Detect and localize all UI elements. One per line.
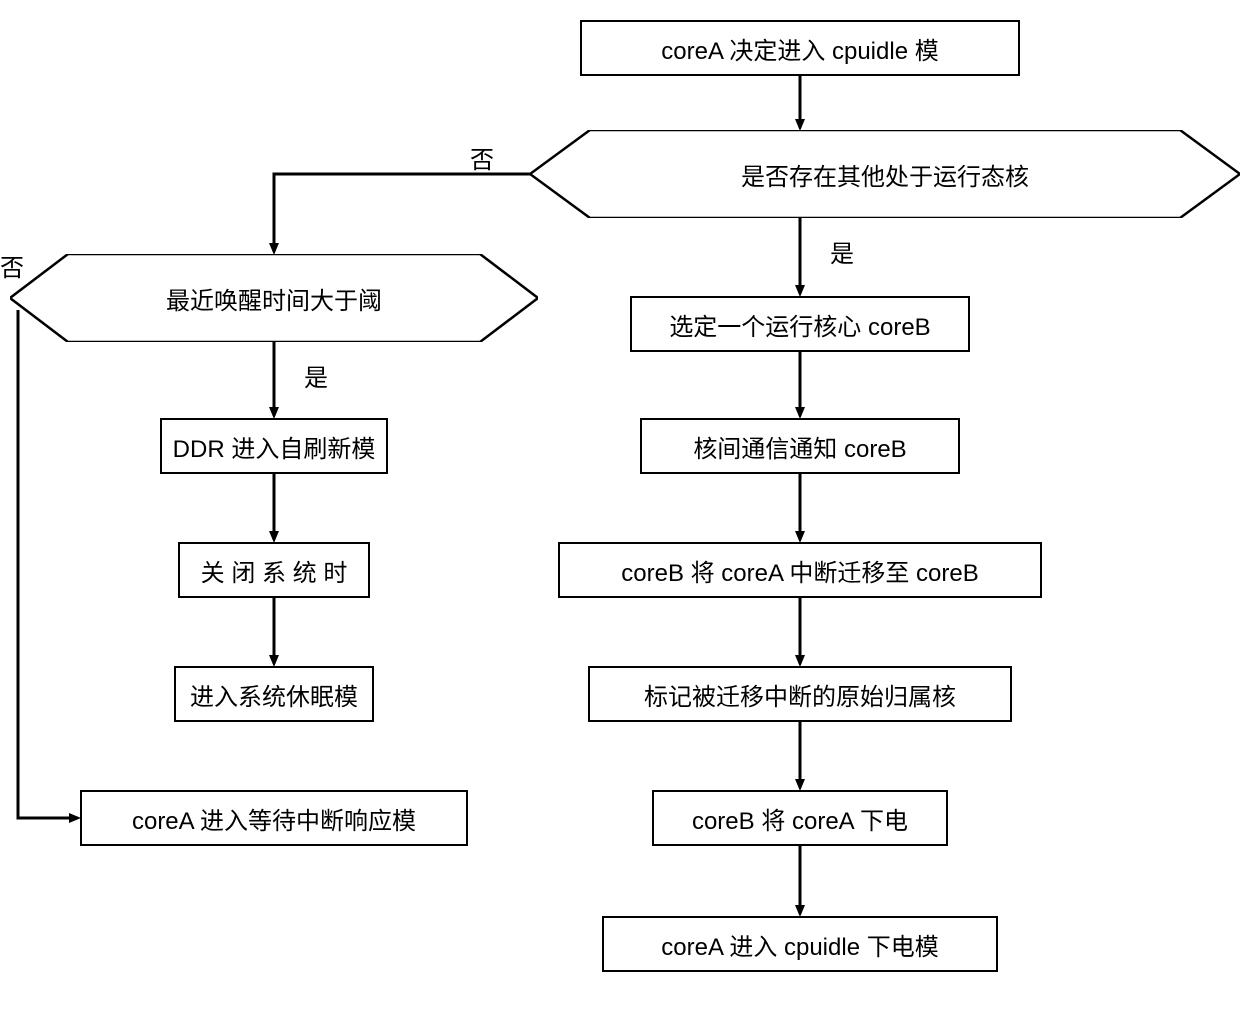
node-m2-text: 关 闭 系 统 时: [201, 553, 348, 588]
node-n3-text: 核间通信通知 coreB: [693, 429, 906, 464]
node-n5: 标记被迁移中断的原始归属核: [588, 666, 1012, 722]
node-n3: 核间通信通知 coreB: [640, 418, 960, 474]
node-n6: coreB 将 coreA 下电: [652, 790, 948, 846]
decision-d1: [530, 130, 1240, 218]
node-n6-text: coreB 将 coreA 下电: [692, 801, 908, 836]
node-n5-text: 标记被迁移中断的原始归属核: [644, 677, 956, 712]
node-m3-text: 进入系统休眠模: [190, 677, 358, 712]
node-n4: coreB 将 coreA 中断迁移至 coreB: [558, 542, 1042, 598]
node-m3: 进入系统休眠模: [174, 666, 374, 722]
edge-label-d2-no: 否: [0, 248, 24, 283]
node-n2-text: 选定一个运行核心 coreB: [669, 307, 930, 342]
node-m2: 关 闭 系 统 时: [178, 542, 370, 598]
node-m1: DDR 进入自刷新模: [160, 418, 388, 474]
node-n4-text: coreB 将 coreA 中断迁移至 coreB: [621, 553, 978, 588]
node-m4-text: coreA 进入等待中断响应模: [132, 801, 416, 836]
node-m4: coreA 进入等待中断响应模: [80, 790, 468, 846]
node-n1: coreA 决定进入 cpuidle 模: [580, 20, 1020, 76]
edge-label-d1-yes: 是: [830, 234, 854, 269]
edge-label-d2-yes: 是: [304, 358, 328, 393]
node-n7: coreA 进入 cpuidle 下电模: [602, 916, 998, 972]
edge-label-d1-no: 否: [470, 140, 494, 175]
node-n2: 选定一个运行核心 coreB: [630, 296, 970, 352]
node-n7-text: coreA 进入 cpuidle 下电模: [661, 927, 938, 962]
node-n1-text: coreA 决定进入 cpuidle 模: [661, 31, 938, 66]
decision-d2: [10, 254, 538, 342]
node-m1-text: DDR 进入自刷新模: [173, 429, 376, 464]
